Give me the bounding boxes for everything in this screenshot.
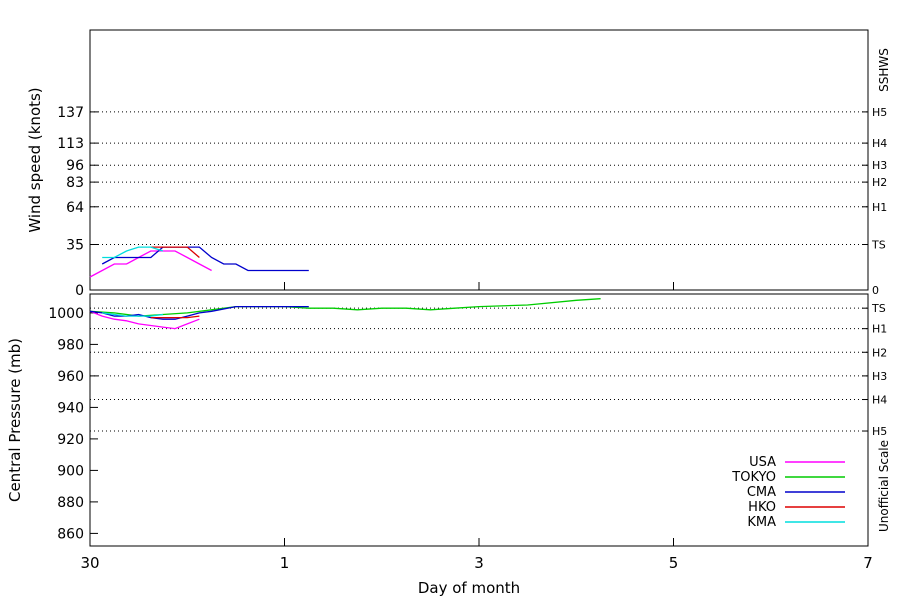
y-tick-label: 0 xyxy=(75,283,84,299)
x-tick-label: 7 xyxy=(863,554,873,572)
x-tick-label: 3 xyxy=(474,554,484,572)
y-tick-label: 137 xyxy=(57,105,84,121)
right-scale-title: Unofficial Scale xyxy=(877,440,891,532)
category-label: H1 xyxy=(872,323,887,336)
legend-label: CMA xyxy=(747,485,776,500)
category-label: H4 xyxy=(872,137,887,150)
series-line-kma xyxy=(102,312,163,317)
y-tick-label: 920 xyxy=(57,432,84,448)
y-tick-label: 960 xyxy=(57,369,84,385)
series-line-usa xyxy=(89,310,200,330)
y-tick-label: 64 xyxy=(66,200,84,216)
x-tick-label: 5 xyxy=(669,554,679,572)
series-line-cma xyxy=(89,305,309,320)
category-label: H3 xyxy=(872,159,887,172)
category-label: TS xyxy=(871,302,886,315)
category-label: H2 xyxy=(872,176,887,189)
y-axis-title: Wind speed (knots) xyxy=(26,87,44,232)
y-tick-label: 113 xyxy=(57,136,84,152)
series-line-usa xyxy=(89,250,212,278)
x-tick-label: 30 xyxy=(80,554,99,572)
y-tick-label: 860 xyxy=(57,526,84,542)
y-tick-label: 940 xyxy=(57,400,84,416)
category-label: H5 xyxy=(872,106,887,119)
zero-category-label: 0 xyxy=(872,284,879,297)
category-label: TS xyxy=(871,239,886,252)
pressure-panel: TS H1 H2 H3 H4 H5 860 880 900 920 940 960 980 1000 Cen… xyxy=(6,293,891,597)
series-line-kma xyxy=(102,246,164,259)
legend-label: HKO xyxy=(748,500,776,515)
y-tick-label: 96 xyxy=(66,158,84,174)
legend-label: KMA xyxy=(747,515,776,530)
category-label: H2 xyxy=(872,346,887,359)
y-tick-label: 980 xyxy=(57,337,84,353)
right-scale-title: SSHWS xyxy=(877,48,891,92)
category-label: H1 xyxy=(872,201,887,214)
y-tick-label: 35 xyxy=(66,238,84,254)
legend-label: TOKYO xyxy=(731,470,776,485)
y-tick-label: 880 xyxy=(57,495,84,511)
y-tick-label: 900 xyxy=(57,463,84,479)
y-tick-label: 83 xyxy=(66,175,84,191)
wind-plot-frame xyxy=(89,29,869,291)
y-axis-title: Central Pressure (mb) xyxy=(6,338,24,502)
series-line-hko xyxy=(150,315,200,319)
category-label: H3 xyxy=(872,370,887,383)
category-label: H4 xyxy=(872,394,887,407)
y-tick-label: 1000 xyxy=(48,306,84,322)
category-label: H5 xyxy=(872,425,887,438)
series-line-hko xyxy=(150,246,200,258)
series-line-tokyo xyxy=(89,298,601,317)
x-tick-label: 1 xyxy=(280,554,290,572)
legend-label: USA xyxy=(749,455,776,470)
x-axis-title: Day of month xyxy=(418,579,520,597)
